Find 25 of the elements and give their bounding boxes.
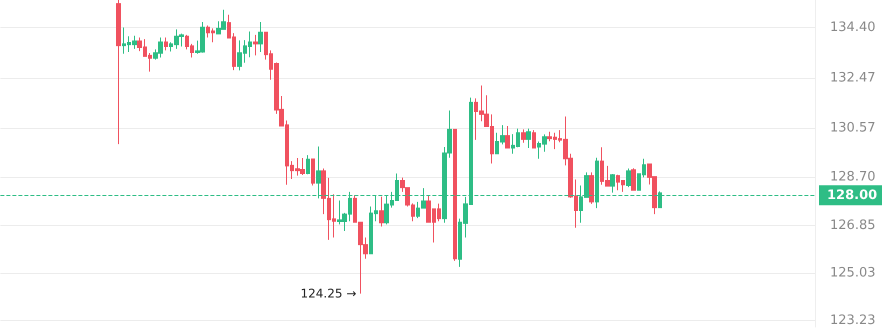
candlestick xyxy=(626,168,631,188)
y-tick-label: 134.40 xyxy=(830,20,876,35)
candlestick xyxy=(521,128,526,144)
y-tick-label: 125.03 xyxy=(830,266,876,281)
candlestick xyxy=(505,125,510,150)
candlestick xyxy=(258,22,263,52)
candlestick xyxy=(610,174,615,194)
ref-line-label: 128.00 xyxy=(827,188,878,203)
y-tick-label: 123.23 xyxy=(830,312,876,328)
annotation: 124.25 → xyxy=(300,286,356,301)
candlestick xyxy=(116,0,121,145)
candlestick xyxy=(311,158,315,186)
y-tick-label: 128.70 xyxy=(830,169,876,184)
y-tick-label: 132.47 xyxy=(830,70,876,86)
candlestick xyxy=(379,196,384,227)
candlestick xyxy=(526,128,531,149)
candlestick xyxy=(589,172,594,204)
y-tick-label: 130.57 xyxy=(830,120,876,136)
candlestick xyxy=(306,154,310,175)
candlestick xyxy=(453,128,457,262)
candlestick xyxy=(631,168,636,191)
candlestick xyxy=(532,130,536,149)
candlestick xyxy=(253,34,258,56)
y-tick-label: 126.85 xyxy=(830,218,876,233)
candlestick xyxy=(164,37,168,51)
